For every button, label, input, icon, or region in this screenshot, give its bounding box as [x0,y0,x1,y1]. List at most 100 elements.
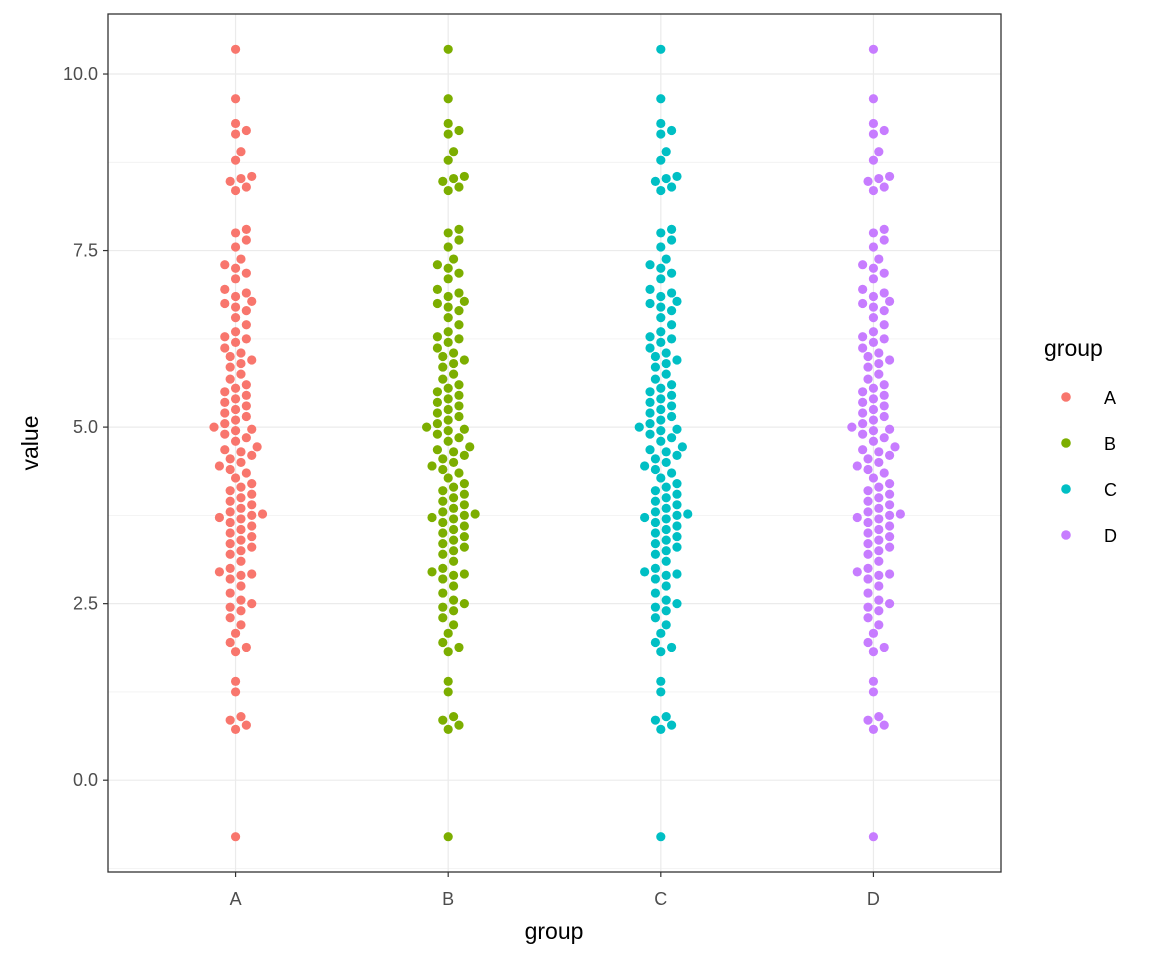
data-point-B [443,228,453,238]
data-point-B [443,155,453,165]
data-point-A [225,464,235,475]
data-point-C [645,397,655,407]
data-point-B [443,313,453,323]
y-axis: 0.0 2.5 5.0 7.5 10.0 [63,64,108,790]
data-point-C [661,606,671,616]
data-point-D [874,369,884,379]
data-point-B [448,556,459,566]
data-point-A [241,125,251,136]
data-point-D [852,512,862,523]
data-point-A [225,539,235,549]
data-point-B [448,606,459,616]
data-point-A [241,268,251,278]
data-point-C [661,535,671,545]
data-point-A [230,118,241,129]
data-point-A [214,461,225,471]
data-point-B [438,602,448,612]
data-point-B [438,507,448,517]
data-point-B [448,595,459,605]
data-point-D [895,509,905,519]
data-point-B [432,445,443,455]
data-point-B [438,715,448,725]
data-point-A [214,567,225,577]
data-point-D [868,228,879,238]
data-point-C [645,332,655,342]
data-point-A [241,411,251,422]
data-point-D [863,374,873,384]
data-point-B [443,327,453,337]
data-point-C [666,235,677,245]
data-point-B [432,298,443,309]
data-point-C [661,595,671,605]
data-point-B [448,570,459,581]
data-point-B [438,528,448,538]
data-point-B [438,539,448,549]
data-point-C [672,355,682,365]
data-point-C [645,343,655,353]
data-point-B [438,563,448,573]
data-point-A [220,298,230,309]
x-axis: A B C D [230,872,880,909]
data-point-D [868,327,879,337]
data-point-B [454,401,464,411]
data-point-B [459,450,469,460]
data-point-D [879,182,889,192]
data-point-A [225,613,235,623]
data-point-D [863,574,873,584]
data-point-D [879,433,889,443]
data-point-A [220,343,230,353]
data-point-D [879,268,889,278]
data-point-A [241,433,251,443]
data-point-D [858,260,868,270]
data-point-A [247,542,257,552]
data-point-A [230,327,241,337]
data-point-C [656,394,666,404]
data-point-A [247,171,257,182]
data-point-D [863,454,873,464]
data-point-A [220,408,230,418]
legend: group A B C D [1044,335,1117,546]
data-point-B [448,173,459,184]
data-point-D [884,521,895,531]
data-point-C [672,450,682,460]
data-point-D [868,404,879,415]
data-point-A [257,509,268,519]
data-point-C [650,715,661,725]
data-point-D [879,320,889,330]
data-point-A [225,374,235,384]
data-point-C [666,720,677,730]
data-point-C [661,369,671,379]
data-point-B [459,171,469,182]
data-point-A [252,442,262,452]
data-point-C [672,489,682,499]
data-point-D [868,155,879,165]
data-point-B [438,362,448,372]
data-point-B [432,284,443,295]
data-point-B [443,832,453,842]
data-point-C [661,147,671,157]
data-point-D [874,447,884,457]
data-point-B [443,94,453,104]
data-point-D [868,242,879,252]
data-point-C [661,173,671,184]
data-point-A [225,496,235,506]
data-point-D [874,546,884,556]
data-point-B [454,334,464,344]
data-point-C [672,599,682,609]
data-point-B [443,436,453,446]
data-point-D [863,563,873,573]
data-point-D [874,482,884,492]
data-point-A [247,569,257,579]
data-point-C [656,44,666,54]
data-point-B [443,242,453,252]
data-point-C [656,327,666,337]
data-point-A [225,588,235,598]
data-point-C [656,436,666,446]
data-point-B [448,369,459,379]
data-point-A [209,422,219,432]
data-point-B [448,493,459,503]
data-point-D [858,429,868,439]
y-tick-label: 0.0 [73,770,98,790]
data-point-B [438,517,448,528]
data-point-D [863,528,873,538]
